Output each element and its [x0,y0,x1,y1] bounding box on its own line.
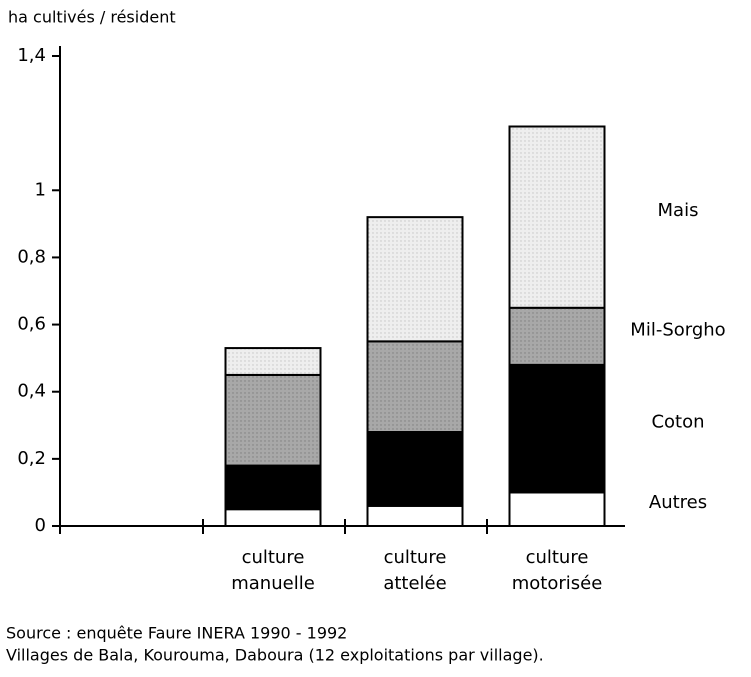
bar-segment [224,373,322,467]
legend-label: Autres [649,492,707,513]
bar-segment [508,491,606,527]
bar-segment [224,508,322,528]
note: Villages de Bala, Kourouma, Daboura (12 … [6,646,544,665]
bar-segment [366,340,464,434]
y-tick-label: 0,4 [17,381,46,402]
bar-segment [224,347,322,376]
bar-segment [508,125,606,309]
y-tick-label: 1 [35,179,46,200]
bar-segment [366,431,464,507]
x-tick-label: culture attelée [383,547,446,594]
y-tick-label: 0,8 [17,246,46,267]
legend-label: Coton [651,412,704,433]
y-tick-label: 0,6 [17,314,46,335]
y-tick-label: 0,2 [17,448,46,469]
bar-segment [366,216,464,343]
legend-label: Mais [658,200,699,221]
bar-segment [224,464,322,511]
x-tick-label: culture motorisée [512,547,603,594]
bar-segment [508,306,606,366]
bar-segment [366,504,464,528]
x-tick-label: culture manuelle [231,547,315,594]
y-tick-label: 1,4 [17,45,46,66]
y-axis-label: ha cultivés / résident [8,8,176,27]
legend-label: Mil-Sorgho [630,319,725,340]
bar-segment [508,363,606,494]
y-tick-label: 0 [35,515,46,536]
note: Source : enquête Faure INERA 1990 - 1992 [6,624,347,643]
